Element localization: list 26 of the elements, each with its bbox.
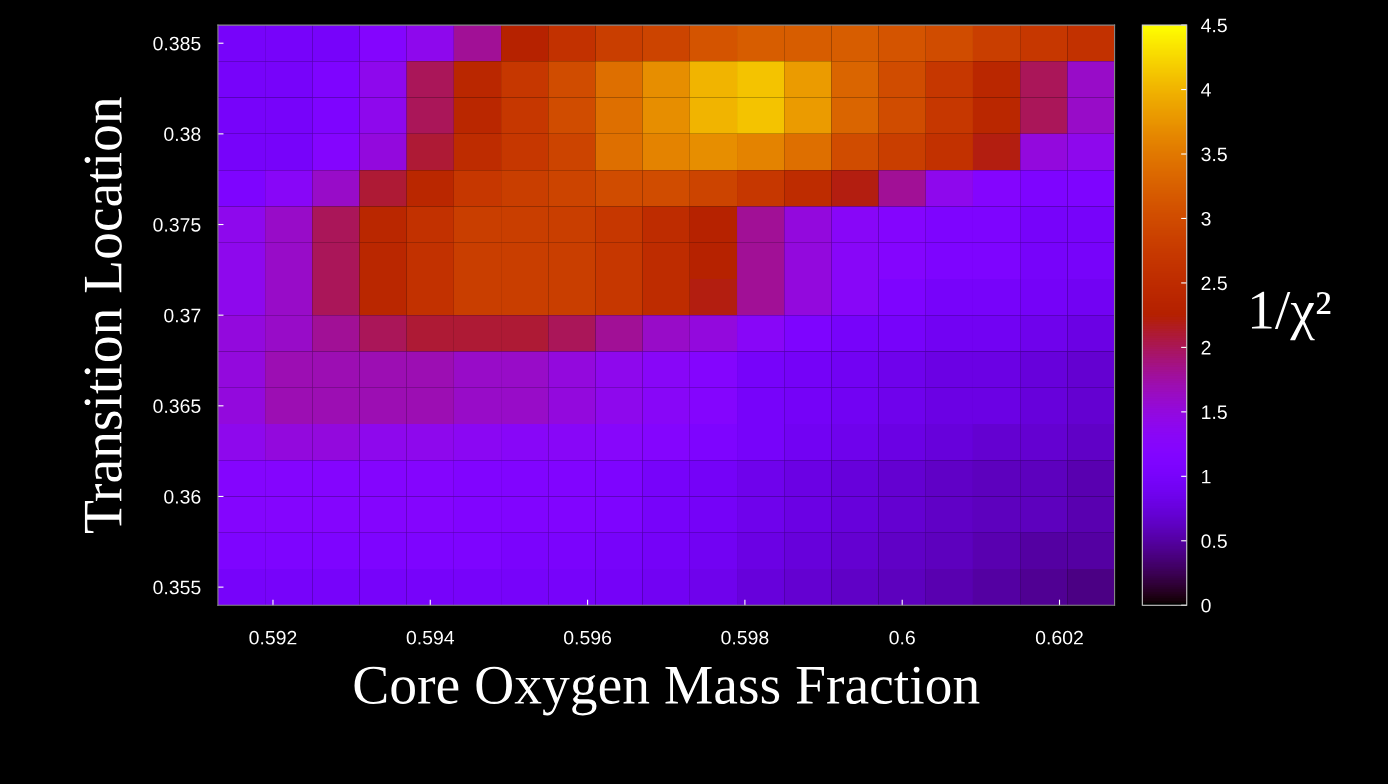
x-tick-label: 0.594 (406, 630, 455, 645)
color-bar-label: 2.5 (1201, 276, 1227, 291)
y-axis-title: Transition Location (84, 97, 122, 534)
color-bar-label: 2 (1201, 340, 1211, 355)
color-bar-label: 4 (1201, 83, 1211, 97)
color-bar-label: 4.5 (1201, 18, 1227, 33)
y-tick-label: 0.37 (164, 308, 201, 323)
y-tick-label: 0.375 (153, 217, 201, 232)
y-tick-label: 0.355 (153, 580, 201, 595)
x-axis-title: Core Oxygen Mass Fraction (354, 666, 980, 716)
x-tick-label: 0.602 (1035, 630, 1083, 645)
color-bar-label: 1 (1202, 469, 1211, 484)
x-tick-label: 0.592 (249, 630, 297, 645)
color-bar-label: 1.5 (1202, 405, 1227, 420)
y-tick-label: 0.38 (164, 127, 201, 142)
color-bar-label: 3 (1201, 211, 1211, 226)
color-bar-label: 0 (1201, 598, 1211, 613)
x-tick-label: 0.596 (564, 630, 612, 645)
color-bar-title: 1/χ² (1251, 291, 1331, 341)
y-tick-label: 0.365 (153, 399, 201, 414)
color-bar-label: 0.5 (1201, 534, 1227, 549)
color-bar-label: 3.5 (1201, 147, 1227, 162)
y-tick-label: 0.36 (164, 489, 201, 504)
y-tick-label: 0.385 (153, 36, 201, 51)
x-tick-label: 0.598 (721, 630, 769, 645)
x-tick-label: 0.6 (889, 630, 915, 645)
